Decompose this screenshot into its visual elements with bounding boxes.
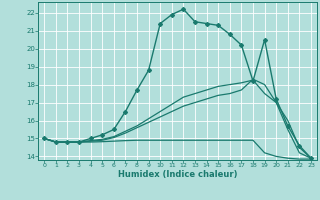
X-axis label: Humidex (Indice chaleur): Humidex (Indice chaleur) (118, 170, 237, 179)
